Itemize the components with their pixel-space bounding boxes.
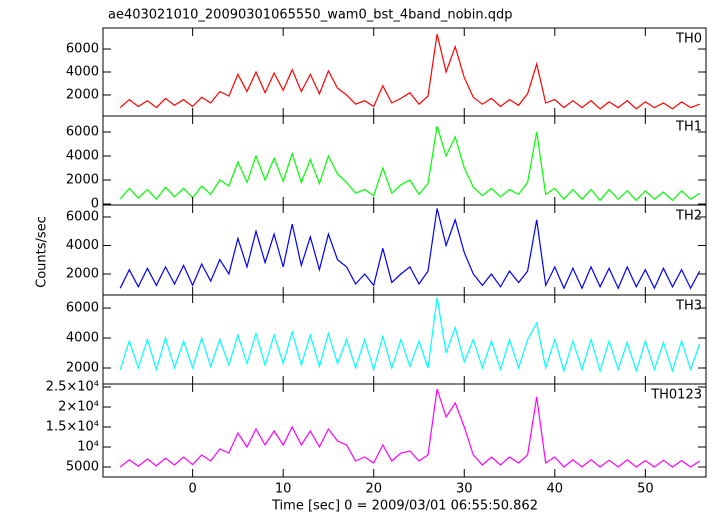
y-tick-label: 6000 <box>66 42 99 57</box>
y-tick-label: 6000 <box>66 124 99 139</box>
y-tick-label: 2000 <box>66 266 99 281</box>
x-tick-label: 0 <box>188 482 196 497</box>
panel-frame <box>102 115 707 206</box>
panel-label: TH0 <box>675 32 702 47</box>
y-tick-label: 2.5×10⁴ <box>46 380 99 395</box>
y-tick-label: 4000 <box>66 331 99 346</box>
y-tick-label: 4000 <box>66 148 99 163</box>
y-tick-label: 1.5×10⁴ <box>46 420 99 435</box>
y-tick-label: 2×10⁴ <box>58 400 99 415</box>
y-tick-label: 5000 <box>66 460 99 475</box>
panel-frame <box>102 294 707 385</box>
y-tick-label: 10⁴ <box>77 440 99 455</box>
data-line <box>119 297 701 374</box>
data-line <box>119 125 701 202</box>
data-line <box>119 208 701 290</box>
panel-label: TH3 <box>675 299 702 314</box>
data-line <box>119 388 701 468</box>
x-tick-label: 20 <box>365 482 382 497</box>
y-tick-label: 6000 <box>66 209 99 224</box>
x-tick-label: 40 <box>547 482 564 497</box>
y-tick-label: 2000 <box>66 173 99 188</box>
data-line <box>119 33 700 110</box>
x-tick-label: 10 <box>275 482 292 497</box>
x-tick-label: 30 <box>456 482 473 497</box>
y-tick-label: 4000 <box>66 65 99 80</box>
panel-frame <box>102 383 707 478</box>
panel-label: TH1 <box>675 120 702 135</box>
x-axis-label: Time [sec] 0 = 2009/03/01 06:55:50.862 <box>271 499 538 514</box>
y-axis-label: Counts/sec <box>35 216 50 288</box>
y-tick-label: 2000 <box>66 87 99 102</box>
y-tick-label: 0 <box>91 197 99 212</box>
x-tick-label: 50 <box>637 482 654 497</box>
chart-title: ae403021010_20090301065550_wam0_bst_4ban… <box>108 8 513 23</box>
y-tick-label: 6000 <box>66 301 99 316</box>
panel-label: TH2 <box>675 209 702 224</box>
panel-frame <box>102 27 707 117</box>
y-tick-label: 4000 <box>66 238 99 253</box>
y-tick-label: 2000 <box>66 361 99 376</box>
panel-label: TH0123 <box>650 388 702 403</box>
